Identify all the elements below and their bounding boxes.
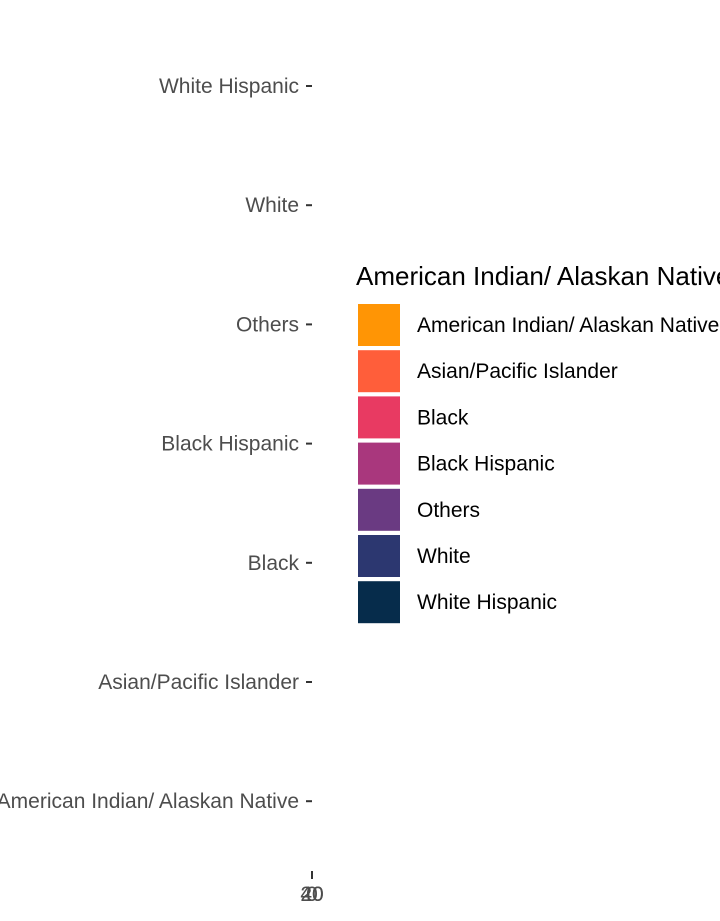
legend-label: White Hispanic [417, 591, 557, 614]
legend-swatch [356, 486, 402, 533]
legend-title: American Indian/ Alaskan Native [356, 261, 720, 291]
legend-swatch [356, 533, 402, 579]
y-tick-label: Asian/Pacific Islander [98, 671, 299, 694]
y-tick-label: White Hispanic [159, 75, 299, 98]
legend-label: Asian/Pacific Islander [417, 360, 618, 383]
x-tick-label: 0 [306, 883, 318, 906]
legend-label: White [417, 545, 471, 568]
legend-swatch [356, 579, 402, 626]
legend-swatch [356, 348, 402, 395]
legend-swatch [356, 394, 402, 441]
x-tick-label: 20 [300, 883, 323, 906]
legend-label: Others [417, 499, 480, 522]
y-tick-label: Black Hispanic [161, 433, 299, 456]
y-tick-label: Others [236, 313, 299, 336]
legend: American Indian/ Alaskan Native American… [356, 261, 720, 626]
legend-label: Black [417, 406, 469, 429]
legend-swatch [356, 440, 402, 487]
x-tick-label: 40 [300, 883, 323, 906]
legend-swatch [356, 302, 402, 348]
legend-items: American Indian/ Alaskan Native Asian/Pac… [356, 302, 719, 626]
y-tick-label: White [245, 194, 299, 217]
legend-label: Black Hispanic [417, 453, 555, 476]
y-tick-label: Black [248, 552, 300, 575]
y-axis: American Indian/ Alaskan Native Asian/Pac… [0, 75, 312, 813]
legend-label: American Indian/ Alaskan Native [417, 314, 719, 337]
y-tick-label: American Indian/ Alaskan Native [0, 790, 299, 813]
